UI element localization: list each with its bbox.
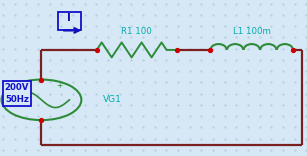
Text: +: + — [56, 81, 63, 90]
Text: R1 100: R1 100 — [121, 27, 152, 36]
Text: I: I — [67, 13, 71, 24]
Text: VG1: VG1 — [103, 95, 122, 104]
Text: L1 100m: L1 100m — [233, 27, 271, 36]
Text: 200V
50Hz: 200V 50Hz — [5, 83, 29, 104]
